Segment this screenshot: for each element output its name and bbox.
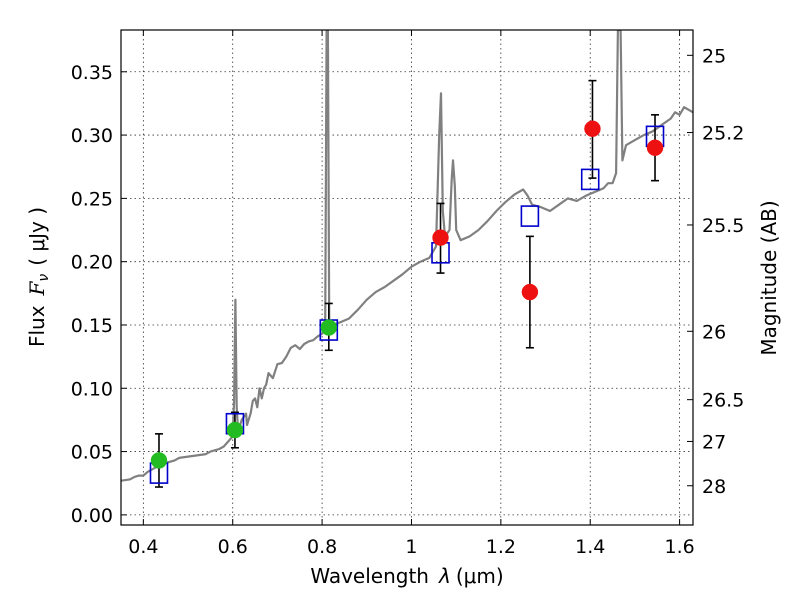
y-tick-label: 0.00 [71,505,113,527]
x-axis: 0.4 0.6 0.8 1 1.2 1.4 1.6 [128,30,695,558]
model-photometry-square [520,205,540,227]
x-tick-label: 0.6 [218,536,248,558]
y-tick-label: 0.30 [71,125,113,147]
x-tick-label: 1.2 [486,536,516,558]
y2-tick-label: 25 [702,45,726,67]
y-tick-label: 0.15 [71,315,113,337]
observed-photometry-point [150,452,168,469]
y-axis-title: Flux Fν ( μJy ) [25,207,52,347]
x-tick-label: 0.8 [307,536,337,558]
y-axis-subscript: ν [36,274,52,282]
observed-photometry-markers [150,120,664,469]
model-spectrum-line [121,30,693,482]
x-axis-title-text: Wavelength [310,564,429,588]
x-tick-label: 1.6 [664,536,694,558]
y-axis-symbol: F [25,280,49,296]
y2-tick-label: 28 [702,476,726,498]
y2-tick-label: 25.5 [702,215,744,237]
x-axis-title: Wavelength λ (μm) [310,564,503,588]
x-tick-label: 1 [405,536,417,558]
x-tick-label: 1.4 [575,536,605,558]
x-axis-unit: (μm) [456,564,504,588]
y-axis-unit: ( μJy ) [25,207,49,266]
model-spectrum [121,30,693,482]
error-bars [154,79,660,488]
y-tick-label: 0.05 [71,442,113,464]
plot-area [121,30,693,488]
plot-frame [120,29,694,526]
y2-tick-label: 26 [702,321,726,343]
x-axis-symbol: λ [438,564,451,588]
y-tick-label: 0.35 [71,62,113,84]
y-axis-title-text: Flux [25,305,49,347]
y2-tick-label: 25.2 [702,123,744,145]
observed-photometry-point [320,319,338,336]
observed-photometry-point [432,229,449,246]
y-axis-right: 25 25.2 25.5 26 26.5 27 28 [687,45,744,498]
y2-tick-label: 27 [702,431,726,453]
y-axis-left: 0.00 0.05 0.10 0.15 0.20 0.25 0.30 0.35 [71,62,127,527]
y2-tick-label: 26.5 [702,390,744,412]
observed-photometry-point [226,421,244,439]
y-tick-label: 0.10 [71,378,113,400]
y-tick-label: 0.25 [71,188,113,210]
x-tick-label: 0.4 [128,536,158,558]
observed-photometry-point [646,139,664,156]
y2-axis-title: Magnitude (AB) [757,200,781,355]
observed-photometry-point [584,120,601,137]
observed-photometry-point [521,283,539,301]
model-photometry-square [580,168,600,191]
y-tick-label: 0.20 [71,252,113,274]
grid-lines [121,30,693,525]
